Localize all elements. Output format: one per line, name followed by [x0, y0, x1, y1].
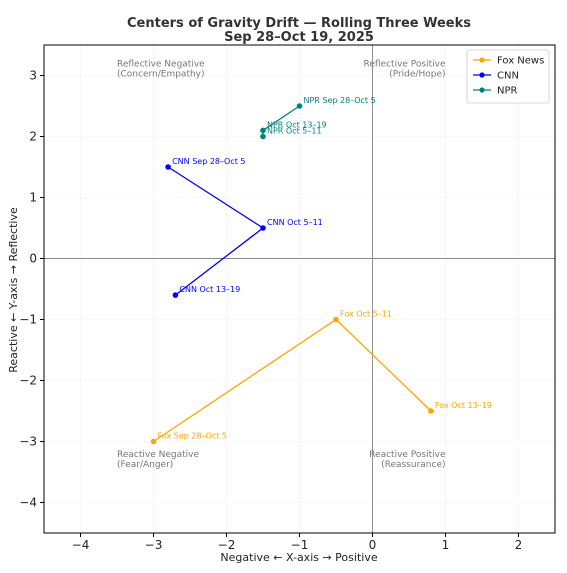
- legend-marker-cnn: [479, 72, 485, 78]
- y-tick-label-1: −3: [19, 435, 37, 449]
- series-layer: Fox Sep 28–Oct 5 Fox Oct 5–11 Fox Oct 13–1…: [150, 96, 492, 445]
- x-axis-label: Negative ← X-axis → Positive: [220, 551, 377, 564]
- x-tick-label-0: −4: [72, 538, 90, 552]
- series-line-cnn: [167, 166, 265, 296]
- point-cnn-0: [165, 164, 171, 170]
- legend-label-npr: NPR: [497, 86, 518, 97]
- axis-ticks: −4 −3 −2 −1 0 1 2 −4 −3 −2 −1 0 1 2 3: [19, 69, 522, 553]
- point-npr-1: [260, 127, 266, 134]
- point-npr-0: [296, 103, 303, 109]
- point-label-npr-2: NPR Oct 5–11: [267, 127, 322, 136]
- y-tick-label-0: −4: [19, 496, 37, 510]
- point-label-cnn-1: CNN Oct 5–11: [267, 218, 323, 227]
- point-label-cnn-2: CNN Oct 13–19: [179, 285, 240, 294]
- y-tick-label-6: 2: [29, 130, 37, 144]
- zero-lines: [44, 45, 555, 533]
- point-label-fox-news-1: Fox Oct 5–11: [340, 310, 392, 319]
- x-tick-label-2: −2: [218, 538, 236, 552]
- point-fox-news-1: [333, 316, 339, 323]
- y-axis-label: Reactive ← Y-axis → Reflective: [7, 207, 20, 373]
- y-tick-label-4: 0: [29, 252, 37, 266]
- quadrant-label-3-line-1: (Reassurance): [381, 460, 445, 470]
- point-label-npr-0: NPR Sep 28–Oct 5: [304, 96, 376, 105]
- legend-marker-fox-news: [479, 57, 485, 63]
- quadrant-label-0-line-1: (Concern/Empathy): [117, 69, 205, 79]
- x-tick-label-4: 0: [369, 538, 377, 552]
- point-fox-news-0: [150, 438, 157, 445]
- series-cnn: CNN Sep 28–Oct 5 CNN Oct 5–11 CNN Oct 13–1…: [165, 157, 323, 298]
- quadrant-label-2-line-0: Reactive Negative: [117, 450, 199, 460]
- x-tick-label-3: −1: [291, 538, 309, 552]
- x-tick-label-5: 1: [442, 538, 450, 552]
- point-label-fox-news-2: Fox Oct 13–19: [435, 401, 492, 410]
- point-cnn-2: [172, 292, 179, 298]
- point-cnn-1: [260, 225, 266, 231]
- quadrant-labels: Reflective Negative(Concern/Empathy) Refl…: [117, 59, 446, 469]
- point-npr-2: [260, 133, 266, 140]
- x-tick-label-1: −3: [145, 538, 163, 552]
- y-tick-label-2: −2: [19, 374, 37, 388]
- legend-label-cnn: CNN: [497, 71, 519, 82]
- point-label-fox-news-0: Fox Sep 28–Oct 5: [158, 432, 228, 441]
- series-fox-news: Fox Sep 28–Oct 5 Fox Oct 5–11 Fox Oct 13–1…: [150, 310, 492, 445]
- legend-label-fox-news: Fox News: [497, 56, 544, 67]
- x-tick-label-6: 2: [515, 538, 523, 552]
- quadrant-label-1-line-0: Reflective Positive: [364, 59, 446, 69]
- quadrant-label-2-line-1: (Fear/Anger): [117, 460, 173, 470]
- legend: Fox News CNN NPR: [466, 49, 550, 104]
- chart-title-line1: Centers of Gravity Drift — Rolling Three…: [127, 16, 471, 31]
- y-tick-label-7: 3: [29, 69, 37, 83]
- chart-title-line2: Sep 28–Oct 19, 2025: [224, 30, 374, 45]
- point-label-cnn-0: CNN Sep 28–Oct 5: [172, 157, 245, 166]
- point-label-npr-1: NPR Oct 13–19: [267, 120, 327, 129]
- point-fox-news-2: [428, 408, 434, 414]
- y-tick-label-5: 1: [29, 191, 37, 205]
- quadrant-label-0-line-0: Reflective Negative: [117, 59, 205, 69]
- y-tick-label-3: −1: [19, 313, 37, 327]
- quadrant-label-3-line-0: Reactive Positive: [369, 450, 446, 460]
- quadrant-label-1-line-1: (Pride/Hope): [389, 69, 445, 79]
- legend-marker-npr: [479, 87, 485, 93]
